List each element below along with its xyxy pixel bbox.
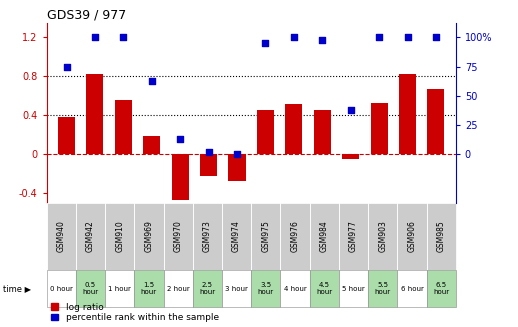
Text: GSM973: GSM973 (203, 220, 212, 252)
Point (347, 107, 355, 112)
Bar (399, 75, 416, 154)
Bar (397, 270, 427, 307)
Text: GSM970: GSM970 (174, 220, 183, 252)
Text: GSM976: GSM976 (291, 220, 299, 252)
Bar (76, 203, 105, 270)
Point (148, 78, 156, 83)
Bar (251, 203, 280, 270)
Bar (164, 203, 193, 270)
Text: GSM942: GSM942 (86, 220, 95, 252)
Bar (134, 270, 164, 307)
Bar (222, 203, 251, 270)
Point (233, 151, 241, 157)
Bar (257, 111, 274, 154)
Text: GDS39 / 977: GDS39 / 977 (47, 9, 126, 22)
Point (404, 35, 412, 40)
Point (205, 149, 213, 154)
Bar (200, 154, 217, 176)
Bar (339, 203, 368, 270)
Point (290, 35, 298, 40)
Text: 3.5
hour: 3.5 hour (258, 282, 274, 295)
Text: 0 hour: 0 hour (50, 285, 73, 292)
Text: 2 hour: 2 hour (167, 285, 190, 292)
Text: 5.5
hour: 5.5 hour (375, 282, 391, 295)
Bar (280, 203, 310, 270)
Text: 0.5
hour: 0.5 hour (82, 282, 98, 295)
Text: 6 hour: 6 hour (400, 285, 423, 292)
Bar (47, 270, 76, 307)
Bar (105, 203, 134, 270)
Text: GSM910: GSM910 (115, 220, 124, 252)
Point (432, 35, 440, 40)
Text: GSM969: GSM969 (145, 220, 153, 252)
Bar (193, 203, 222, 270)
Bar (427, 270, 456, 307)
Bar (427, 203, 456, 270)
Text: 4.5
hour: 4.5 hour (316, 282, 333, 295)
Text: time ▶: time ▶ (3, 284, 31, 293)
Text: GSM906: GSM906 (408, 220, 416, 252)
Bar (193, 270, 222, 307)
Bar (251, 270, 280, 307)
Bar (310, 270, 339, 307)
Bar (368, 270, 397, 307)
Point (261, 41, 269, 46)
Point (318, 37, 326, 43)
Bar (222, 270, 251, 307)
Bar (427, 89, 444, 154)
Bar (342, 154, 359, 159)
Point (176, 136, 184, 142)
Bar (228, 154, 246, 181)
Bar (310, 203, 339, 270)
Bar (87, 75, 104, 154)
Bar (134, 203, 164, 270)
Text: GSM940: GSM940 (57, 220, 66, 252)
Point (119, 35, 127, 40)
Text: 3 hour: 3 hour (225, 285, 248, 292)
Text: 5 hour: 5 hour (342, 285, 365, 292)
Text: 1.5
hour: 1.5 hour (141, 282, 157, 295)
Bar (105, 270, 134, 307)
Text: GSM984: GSM984 (320, 220, 329, 252)
Text: GSM977: GSM977 (349, 220, 358, 252)
Bar (58, 117, 75, 154)
Bar (285, 104, 303, 154)
Text: 1 hour: 1 hour (108, 285, 131, 292)
Bar (280, 270, 310, 307)
Text: 4 hour: 4 hour (284, 285, 307, 292)
Text: GSM974: GSM974 (232, 220, 241, 252)
Point (375, 35, 383, 40)
Bar (143, 136, 160, 154)
Text: 2.5
hour: 2.5 hour (199, 282, 215, 295)
Bar (76, 270, 105, 307)
Bar (339, 270, 368, 307)
Legend: log ratio, percentile rank within the sample: log ratio, percentile rank within the sa… (51, 303, 219, 322)
Text: GSM975: GSM975 (262, 220, 270, 252)
Text: GSM903: GSM903 (378, 220, 387, 252)
Bar (314, 111, 331, 154)
Point (62, 64, 70, 69)
Point (91, 35, 99, 40)
Bar (368, 203, 397, 270)
Bar (370, 103, 387, 154)
Text: 6.5
hour: 6.5 hour (433, 282, 449, 295)
Bar (171, 154, 189, 200)
Bar (397, 203, 427, 270)
Bar (47, 203, 76, 270)
Text: GSM985: GSM985 (437, 220, 445, 252)
Bar (164, 270, 193, 307)
Bar (115, 100, 132, 154)
